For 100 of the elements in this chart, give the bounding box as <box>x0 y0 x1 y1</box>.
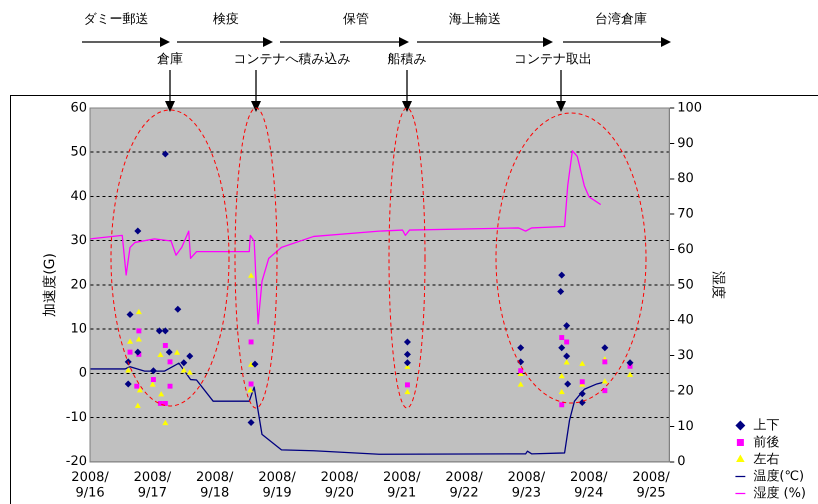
point <box>158 391 164 396</box>
x-tick-label: 2008/ 9/17 <box>134 470 172 501</box>
point <box>125 367 132 372</box>
legend-label: 湿度 (%) <box>753 484 806 501</box>
point <box>564 380 572 388</box>
point <box>186 369 193 375</box>
y-tick-label: 30 <box>70 233 88 248</box>
x-tick-label: 2008/ 9/22 <box>445 470 484 501</box>
point <box>128 350 133 355</box>
text: コンテナへ積み込み <box>234 51 350 68</box>
point <box>564 339 570 344</box>
text: 海上輸送 <box>449 11 501 28</box>
text: コンテナ取出 <box>514 51 592 68</box>
point <box>162 400 168 406</box>
point <box>180 367 187 372</box>
point <box>404 350 411 358</box>
point <box>162 150 169 158</box>
point <box>627 372 634 377</box>
y2-tick-label: 10 <box>677 418 694 434</box>
point <box>602 388 608 394</box>
point <box>404 338 411 346</box>
text: 台湾倉庫 <box>595 11 647 28</box>
point <box>162 327 169 334</box>
point <box>626 359 634 366</box>
point <box>557 288 564 296</box>
y2-tick-label: 90 <box>677 136 694 151</box>
point <box>558 388 565 394</box>
y2-axis-title: 湿度 <box>710 270 726 299</box>
point <box>248 381 254 386</box>
y2-tick-label: 40 <box>677 312 694 328</box>
point <box>563 322 570 330</box>
point <box>404 359 411 366</box>
point <box>251 360 258 368</box>
point <box>168 359 173 364</box>
point <box>136 308 142 314</box>
point <box>601 344 608 352</box>
point <box>602 378 608 384</box>
y2-tick-label: 70 <box>677 206 694 222</box>
point <box>136 336 142 342</box>
point <box>578 390 586 398</box>
point <box>127 338 134 344</box>
point <box>174 306 182 313</box>
text: 倉庫 <box>157 51 183 68</box>
point <box>559 335 564 340</box>
point <box>157 352 164 357</box>
point <box>578 399 586 406</box>
point <box>136 328 142 334</box>
point <box>248 272 254 278</box>
x-tick-label: 2008/ 9/16 <box>71 470 110 501</box>
point <box>134 384 140 389</box>
point <box>247 387 254 392</box>
legend-label: 温度(℃) <box>753 468 804 484</box>
point <box>518 368 524 374</box>
point <box>174 350 180 355</box>
text: 船積み <box>388 51 426 68</box>
point <box>162 420 168 426</box>
point <box>518 381 524 387</box>
y-tick-label: -20 <box>66 454 88 470</box>
y-tick-label: 60 <box>70 100 88 116</box>
point <box>162 343 168 348</box>
point <box>150 377 156 382</box>
y2-tick-label: 50 <box>677 277 694 292</box>
x-tick-label: 2008/ 9/24 <box>570 470 608 501</box>
point <box>134 227 142 234</box>
point <box>166 348 173 356</box>
y2-tick-label: 60 <box>677 242 694 257</box>
point <box>134 348 142 356</box>
x-tick-label: 2008/ 9/18 <box>196 470 234 501</box>
y-tick-label: 50 <box>70 144 88 160</box>
point <box>558 272 566 279</box>
point <box>150 367 157 374</box>
point <box>124 380 132 388</box>
point <box>180 359 188 366</box>
point <box>558 344 566 352</box>
point <box>186 352 194 360</box>
point <box>126 311 134 318</box>
point <box>156 327 163 334</box>
x-tick-label: 2008/ 9/21 <box>382 470 422 501</box>
point <box>602 359 608 364</box>
text: 検疫 <box>213 11 239 28</box>
y-tick-label: 0 <box>78 366 88 381</box>
y-tick-label: 20 <box>70 277 88 292</box>
point <box>248 418 255 426</box>
y2-tick-label: 80 <box>677 171 694 186</box>
point <box>563 352 570 360</box>
y-tick-label: -10 <box>66 410 88 425</box>
y-tick-label: 40 <box>70 188 88 204</box>
point <box>558 372 565 378</box>
point <box>517 344 524 352</box>
x-tick-label: 2008/ 9/25 <box>632 470 670 501</box>
point <box>579 360 586 366</box>
point <box>136 387 143 392</box>
x-tick-label: 2008/ 9/23 <box>508 470 546 501</box>
y-tick-label: 10 <box>70 322 88 336</box>
legend-label: 左右 <box>753 452 780 467</box>
point <box>134 402 141 408</box>
y2-tick-label: 100 <box>677 100 702 116</box>
text: 保管 <box>343 11 369 28</box>
y2-tick-label: 30 <box>677 348 694 364</box>
legend-label: 前後 <box>753 434 780 450</box>
